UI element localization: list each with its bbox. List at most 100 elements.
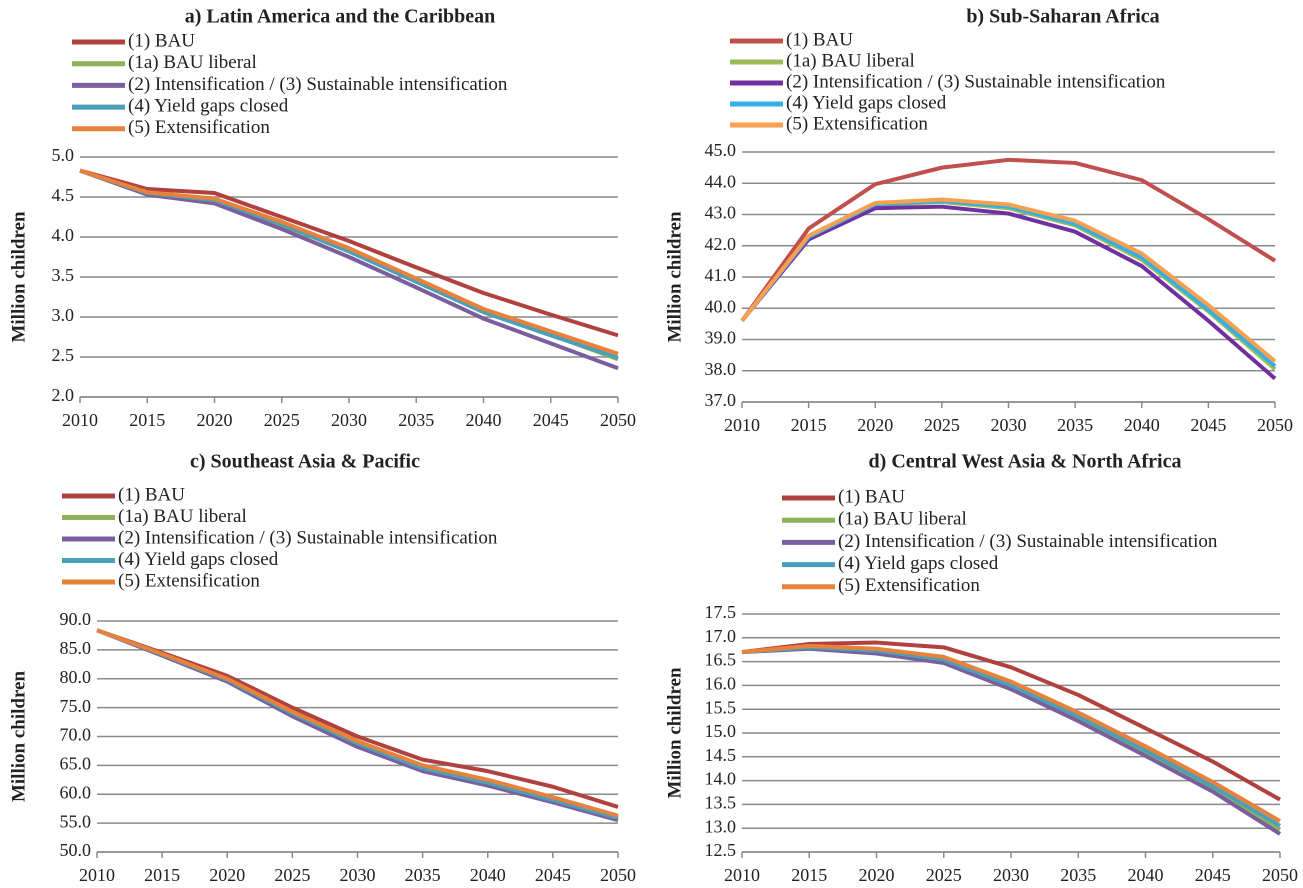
chart-title: b) Sub-Saharan Africa [966, 6, 1159, 28]
x-tick-label: 2015 [144, 865, 180, 885]
legend-label: (5) Extensification [128, 117, 270, 138]
y-tick-label: 45.0 [705, 140, 737, 160]
x-tick-label: 2045 [533, 410, 569, 430]
y-tick-label: 17.5 [705, 602, 737, 622]
legend-label: (1a) BAU liberal [786, 50, 915, 71]
y-tick-label: 43.0 [705, 203, 737, 223]
x-tick-label: 2040 [1124, 415, 1160, 435]
x-tick-label: 2010 [724, 415, 760, 435]
y-axis-label: Million children [8, 211, 29, 343]
legend-label: (4) Yield gaps closed [128, 95, 289, 116]
legend-label: (5) Extensification [786, 113, 928, 134]
y-tick-label: 5.0 [52, 145, 75, 165]
legend-label: (2) Intensification / (3) Sustainable in… [786, 71, 1166, 92]
y-tick-label: 17.0 [705, 626, 737, 646]
y-tick-label: 2.5 [52, 345, 75, 365]
x-tick-label: 2010 [62, 410, 98, 430]
x-tick-label: 2025 [274, 865, 310, 885]
x-tick-label: 2015 [791, 415, 827, 435]
x-tick-label: 2040 [1128, 865, 1164, 885]
legend-label: (2) Intensification / (3) Sustainable in… [118, 527, 498, 548]
x-tick-label: 2010 [79, 865, 115, 885]
y-tick-label: 2.0 [52, 385, 75, 405]
x-tick-label: 2025 [264, 410, 300, 430]
y-tick-label: 13.0 [705, 816, 737, 836]
x-tick-label: 2025 [924, 415, 960, 435]
x-tick-label: 2030 [991, 415, 1027, 435]
x-tick-label: 2030 [993, 865, 1029, 885]
chart-title: c) Southeast Asia & Pacific [190, 451, 420, 473]
y-axis-label: Million children [664, 667, 685, 799]
x-tick-label: 2040 [470, 865, 506, 885]
series-line [740, 157, 1277, 322]
legend-label: (4) Yield gaps closed [786, 92, 947, 113]
x-tick-label: 2045 [535, 865, 571, 885]
x-tick-label: 2030 [340, 865, 376, 885]
y-tick-label: 14.0 [705, 769, 737, 789]
legend-label: (1a) BAU liberal [128, 52, 257, 73]
x-tick-label: 2050 [1262, 865, 1298, 885]
x-tick-label: 2050 [600, 410, 636, 430]
y-tick-label: 85.0 [60, 638, 92, 658]
y-tick-label: 44.0 [705, 171, 737, 191]
y-tick-label: 15.5 [705, 697, 737, 717]
x-tick-label: 2045 [1195, 865, 1231, 885]
series-line [741, 643, 1282, 823]
y-tick-label: 16.0 [705, 674, 737, 694]
y-tick-label: 50.0 [60, 840, 92, 860]
y-tick-label: 70.0 [60, 725, 92, 745]
x-tick-label: 2040 [466, 410, 502, 430]
y-tick-label: 75.0 [60, 696, 92, 716]
y-tick-label: 15.0 [705, 721, 737, 741]
chart-title: a) Latin America and the Caribbean [185, 6, 496, 28]
series-line [741, 646, 1282, 836]
y-tick-label: 13.5 [705, 793, 737, 813]
x-tick-label: 2015 [791, 865, 827, 885]
x-tick-label: 2030 [331, 410, 367, 430]
y-tick-label: 37.0 [705, 390, 737, 410]
legend-label: (2) Intensification / (3) Sustainable in… [838, 531, 1218, 552]
series-line [79, 168, 619, 371]
x-tick-label: 2025 [926, 865, 962, 885]
y-tick-label: 40.0 [705, 296, 737, 316]
legend-label: (1) BAU [786, 29, 853, 50]
series-line [740, 204, 1277, 381]
y-tick-label: 16.5 [705, 650, 737, 670]
legend-label: (5) Extensification [118, 570, 260, 591]
y-tick-label: 65.0 [60, 754, 92, 774]
x-tick-label: 2020 [197, 410, 233, 430]
y-tick-label: 55.0 [60, 811, 92, 831]
series-line [79, 168, 619, 356]
legend-label: (2) Intensification / (3) Sustainable in… [128, 74, 508, 95]
y-tick-label: 3.5 [52, 265, 75, 285]
y-tick-label: 4.5 [52, 185, 75, 205]
x-tick-label: 2035 [398, 410, 434, 430]
series-line [79, 168, 619, 360]
y-tick-label: 39.0 [705, 328, 737, 348]
y-axis-label: Million children [8, 671, 29, 803]
x-tick-label: 2035 [1060, 865, 1096, 885]
x-tick-label: 2035 [1057, 415, 1093, 435]
series-line [96, 628, 619, 818]
legend-label: (1) BAU [118, 484, 185, 505]
legend-label: (1a) BAU liberal [838, 509, 967, 530]
y-tick-label: 4.0 [52, 225, 75, 245]
x-tick-label: 2015 [129, 410, 165, 430]
x-tick-label: 2050 [1257, 415, 1293, 435]
y-tick-label: 80.0 [60, 667, 92, 687]
series-line [740, 197, 1277, 363]
series-line [79, 168, 619, 338]
y-tick-label: 90.0 [60, 609, 92, 629]
chart-title: d) Central West Asia & North Africa [869, 451, 1182, 473]
series-line [740, 199, 1277, 368]
x-tick-label: 2020 [857, 415, 893, 435]
legend-label: (1) BAU [128, 30, 195, 51]
x-tick-label: 2045 [1190, 415, 1226, 435]
legend-label: (1) BAU [838, 486, 905, 507]
x-tick-label: 2050 [600, 865, 636, 885]
legend-label: (4) Yield gaps closed [118, 549, 279, 570]
series-line [741, 640, 1281, 802]
y-tick-label: 38.0 [705, 359, 737, 379]
legend-label: (4) Yield gaps closed [838, 553, 999, 574]
